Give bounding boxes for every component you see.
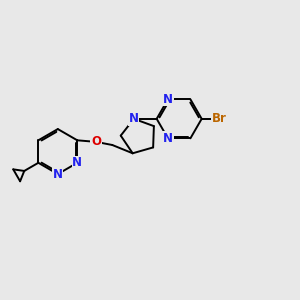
Text: N: N [72, 156, 82, 169]
Text: N: N [129, 112, 139, 125]
Text: N: N [163, 132, 173, 145]
Text: N: N [163, 93, 173, 106]
Text: Br: Br [212, 112, 226, 125]
Text: N: N [53, 168, 63, 181]
Text: O: O [91, 135, 101, 148]
